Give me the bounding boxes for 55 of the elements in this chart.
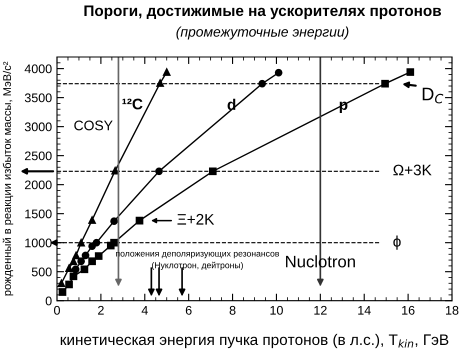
chart-title: Пороги, достижимые на ускорителях протонов bbox=[84, 5, 442, 20]
ref-line-label: ϕ bbox=[393, 236, 401, 250]
y-tick-label: 2500 bbox=[24, 151, 52, 160]
y-tick-label: 1500 bbox=[25, 209, 52, 218]
point bbox=[136, 216, 144, 224]
point bbox=[70, 257, 78, 266]
point bbox=[208, 167, 217, 176]
point bbox=[77, 257, 85, 266]
y-axis-title: рожденный в реакции избыток массы, МэВ/c² bbox=[2, 62, 14, 296]
point bbox=[65, 264, 73, 272]
x-tick-label: 10 bbox=[270, 306, 283, 315]
point bbox=[70, 272, 78, 280]
point bbox=[381, 80, 389, 88]
x-tick-label: 2 bbox=[98, 306, 104, 315]
point bbox=[155, 167, 163, 176]
point bbox=[94, 252, 103, 260]
x-tick-label: 16 bbox=[402, 306, 415, 315]
x-tick-label: 6 bbox=[186, 306, 192, 315]
annotation: Ξ+2K bbox=[177, 214, 214, 225]
y-tick-label: 500 bbox=[32, 267, 52, 276]
point bbox=[80, 266, 88, 274]
x-tick-label: 14 bbox=[358, 306, 371, 315]
point bbox=[58, 279, 66, 288]
point bbox=[110, 238, 118, 246]
x-tick-label: 0 bbox=[54, 306, 60, 315]
y-tick-label: 3500 bbox=[24, 93, 52, 102]
point bbox=[406, 68, 414, 76]
x-tick-label: 8 bbox=[230, 306, 236, 315]
x-tick-label: 4 bbox=[142, 306, 148, 315]
series-label: ¹²C bbox=[122, 98, 143, 110]
point bbox=[110, 217, 118, 226]
point bbox=[88, 257, 96, 266]
ref-line-label: COSY bbox=[74, 120, 113, 130]
ref-line-label: Ω+3K bbox=[393, 164, 432, 176]
chart-subtitle: (промежуточные энергии) bbox=[176, 26, 348, 40]
x-tick-label: 12 bbox=[314, 306, 327, 315]
y-tick-label: 2000 bbox=[24, 180, 52, 190]
annotation: (Нуклотрон, дейтроны) bbox=[152, 262, 243, 270]
point bbox=[274, 68, 282, 76]
point bbox=[77, 238, 85, 246]
y-tick-label: 3000 bbox=[24, 122, 52, 132]
ref-line-label: D$_{C}$ bbox=[422, 88, 444, 104]
point bbox=[65, 280, 73, 288]
point bbox=[162, 68, 171, 76]
y-tick-label: 0 bbox=[46, 296, 52, 306]
point bbox=[156, 79, 164, 87]
point bbox=[58, 288, 66, 296]
y-tick-label: 1000 bbox=[25, 238, 52, 248]
point bbox=[88, 216, 96, 224]
x-axis-title: кинетическая энергия пучка протонов (в л.с.), T$_{kin}$, ГэВ bbox=[60, 334, 448, 348]
x-tick-label: 18 bbox=[446, 306, 458, 315]
point bbox=[72, 266, 80, 274]
point bbox=[72, 252, 80, 260]
point bbox=[82, 252, 90, 260]
y-tick-label: 4000 bbox=[24, 64, 52, 74]
